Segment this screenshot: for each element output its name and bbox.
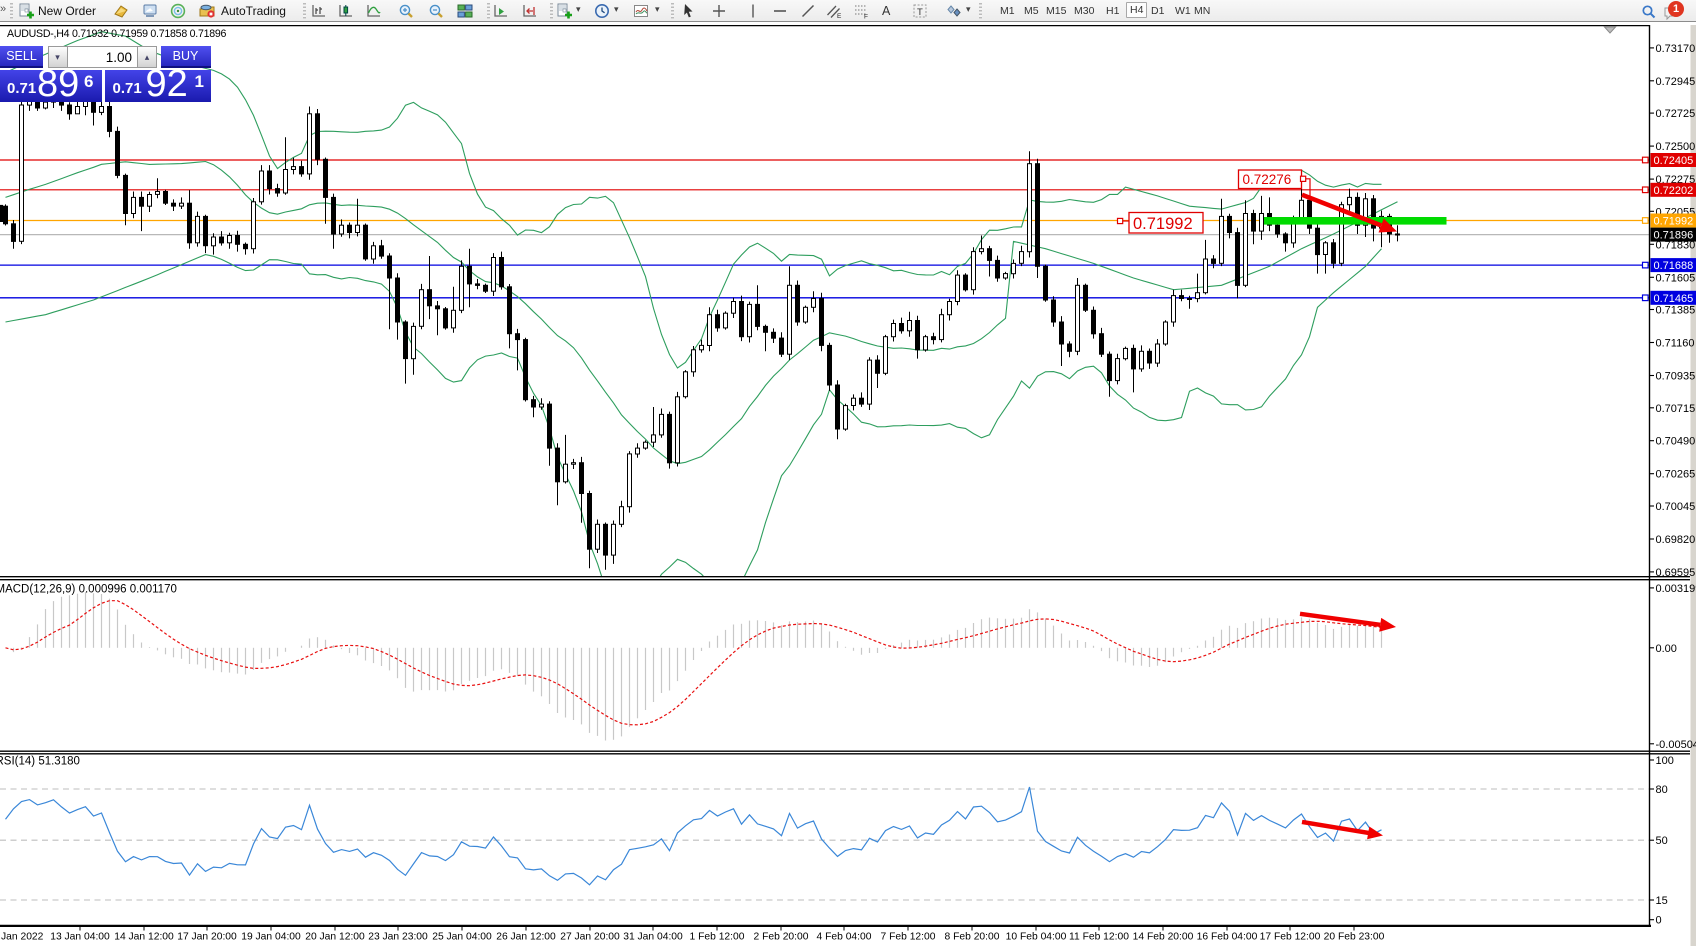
svg-text:50: 50 — [1656, 835, 1668, 847]
svg-text:MACD(12,26,9) 0.000996 0.00117: MACD(12,26,9) 0.000996 0.001170 — [0, 584, 177, 596]
svg-text:2 Feb 20:00: 2 Feb 20:00 — [754, 932, 809, 943]
svg-text:0: 0 — [1656, 915, 1662, 927]
svg-text:4 Feb 04:00: 4 Feb 04:00 — [817, 932, 872, 943]
svg-text:0.72405: 0.72405 — [1654, 155, 1694, 167]
svg-text:0.72276: 0.72276 — [1243, 172, 1292, 187]
svg-text:10 Feb 04:00: 10 Feb 04:00 — [1006, 932, 1067, 943]
svg-text:7 Feb 12:00: 7 Feb 12:00 — [881, 932, 936, 943]
svg-text:1 Feb 12:00: 1 Feb 12:00 — [690, 932, 745, 943]
svg-text:0.73170: 0.73170 — [1656, 43, 1696, 55]
svg-text:31 Jan 04:00: 31 Jan 04:00 — [623, 932, 683, 943]
svg-text:AUDUSD-,H4 0.71932 0.71959 0.: AUDUSD-,H4 0.71932 0.71959 0.71858 0.718… — [7, 28, 227, 40]
svg-text:Jan 2022: Jan 2022 — [1, 932, 44, 943]
svg-text:8 Feb 20:00: 8 Feb 20:00 — [945, 932, 1000, 943]
svg-text:0.70715: 0.70715 — [1656, 403, 1696, 415]
svg-text:0.71160: 0.71160 — [1656, 338, 1695, 350]
svg-text:0.00: 0.00 — [1656, 643, 1677, 655]
svg-text:13 Jan 04:00: 13 Jan 04:00 — [50, 932, 110, 943]
svg-text:15: 15 — [1656, 895, 1668, 907]
svg-text:0.71385: 0.71385 — [1656, 305, 1696, 317]
svg-text:0.71992: 0.71992 — [1654, 216, 1694, 228]
svg-text:0.71896: 0.71896 — [1654, 230, 1694, 242]
svg-text:17 Jan 20:00: 17 Jan 20:00 — [177, 932, 237, 943]
svg-text:0.72500: 0.72500 — [1656, 141, 1696, 153]
svg-text:14 Feb 20:00: 14 Feb 20:00 — [1133, 932, 1194, 943]
svg-text:0.70265: 0.70265 — [1656, 469, 1696, 481]
svg-text:0.71830: 0.71830 — [1656, 239, 1696, 251]
svg-text:0.72725: 0.72725 — [1656, 108, 1696, 120]
svg-text:0.70935: 0.70935 — [1656, 371, 1696, 383]
svg-text:-0.005049: -0.005049 — [1656, 739, 1696, 751]
svg-text:19 Jan 04:00: 19 Jan 04:00 — [241, 932, 301, 943]
svg-text:0.72945: 0.72945 — [1656, 76, 1696, 88]
svg-text:0.69820: 0.69820 — [1656, 534, 1696, 546]
svg-text:0.71992: 0.71992 — [1133, 215, 1193, 233]
svg-text:0.69595: 0.69595 — [1656, 567, 1696, 579]
svg-text:T: T — [917, 7, 923, 18]
svg-text:20 Jan 12:00: 20 Jan 12:00 — [305, 932, 365, 943]
svg-text:27 Jan 20:00: 27 Jan 20:00 — [560, 932, 620, 943]
svg-text:20 Feb 23:00: 20 Feb 23:00 — [1324, 932, 1385, 943]
svg-text:0.71605: 0.71605 — [1656, 272, 1696, 284]
svg-text:F: F — [864, 14, 868, 20]
svg-text:23 Jan 23:00: 23 Jan 23:00 — [368, 932, 428, 943]
svg-text:0.71465: 0.71465 — [1654, 293, 1694, 305]
svg-text:26 Jan 12:00: 26 Jan 12:00 — [496, 932, 556, 943]
svg-text:17 Feb 12:00: 17 Feb 12:00 — [1260, 932, 1321, 943]
svg-text:16 Feb 04:00: 16 Feb 04:00 — [1197, 932, 1258, 943]
svg-text:E: E — [837, 13, 842, 19]
svg-text:0.003199: 0.003199 — [1656, 583, 1696, 595]
svg-text:11 Feb 12:00: 11 Feb 12:00 — [1069, 932, 1129, 943]
svg-text:14 Jan 12:00: 14 Jan 12:00 — [114, 932, 174, 943]
svg-text:80: 80 — [1656, 784, 1668, 796]
svg-text:0.70490: 0.70490 — [1656, 436, 1696, 448]
svg-text:0.72202: 0.72202 — [1654, 185, 1694, 197]
svg-text:25 Jan 04:00: 25 Jan 04:00 — [432, 932, 492, 943]
svg-text:0.71688: 0.71688 — [1654, 260, 1694, 272]
svg-text:RSI(14) 51.3180: RSI(14) 51.3180 — [0, 756, 80, 768]
svg-text:100: 100 — [1656, 755, 1674, 767]
svg-text:0.70045: 0.70045 — [1656, 501, 1696, 513]
